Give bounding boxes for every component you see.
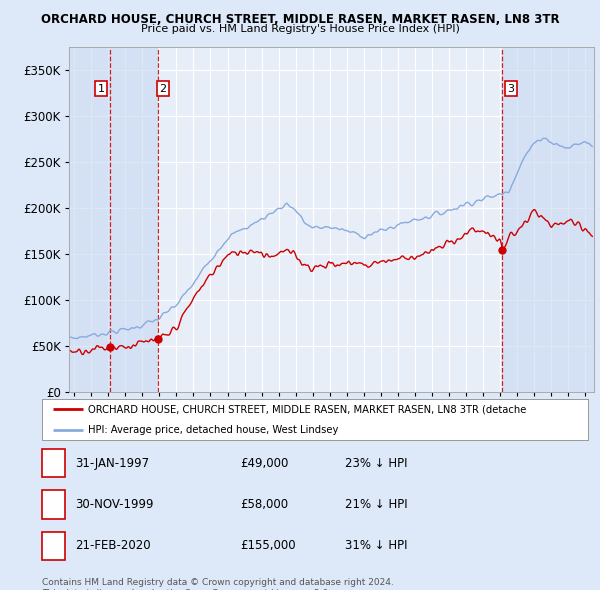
Text: 3: 3 [508,84,514,94]
Text: Price paid vs. HM Land Registry's House Price Index (HPI): Price paid vs. HM Land Registry's House … [140,24,460,34]
Text: 2: 2 [50,498,57,511]
Text: ORCHARD HOUSE, CHURCH STREET, MIDDLE RASEN, MARKET RASEN, LN8 3TR (detache: ORCHARD HOUSE, CHURCH STREET, MIDDLE RAS… [88,405,527,414]
Bar [69,47,110,392]
Text: HPI: Average price, detached house, West Lindsey: HPI: Average price, detached house, West… [88,425,339,434]
Bar [110,47,158,392]
Text: 21-FEB-2020: 21-FEB-2020 [75,539,151,552]
Text: 23% ↓ HPI: 23% ↓ HPI [345,457,407,470]
Text: 2: 2 [160,84,167,94]
Text: £58,000: £58,000 [240,498,288,511]
Text: 31% ↓ HPI: 31% ↓ HPI [345,539,407,552]
Text: 30-NOV-1999: 30-NOV-1999 [75,498,154,511]
Text: £49,000: £49,000 [240,457,289,470]
Text: Contains HM Land Registry data © Crown copyright and database right 2024.
This d: Contains HM Land Registry data © Crown c… [42,578,394,590]
Bar [502,47,594,392]
Text: 1: 1 [98,84,104,94]
Text: 1: 1 [50,457,57,470]
Text: 3: 3 [50,539,57,552]
Text: 21% ↓ HPI: 21% ↓ HPI [345,498,407,511]
Text: 31-JAN-1997: 31-JAN-1997 [75,457,149,470]
Text: £155,000: £155,000 [240,539,296,552]
Text: ORCHARD HOUSE, CHURCH STREET, MIDDLE RASEN, MARKET RASEN, LN8 3TR: ORCHARD HOUSE, CHURCH STREET, MIDDLE RAS… [41,13,559,26]
